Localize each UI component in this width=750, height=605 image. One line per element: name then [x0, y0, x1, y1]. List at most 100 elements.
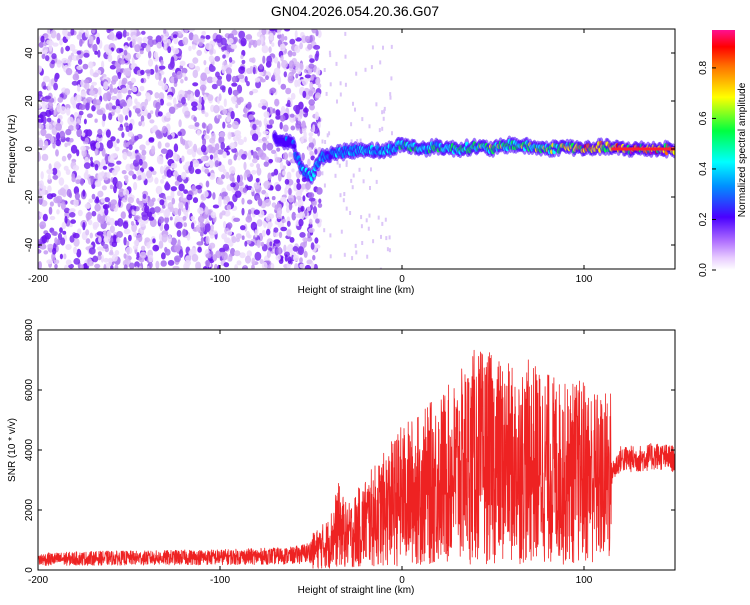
noise-blob — [202, 80, 207, 85]
noise-dash — [349, 211, 352, 215]
noise-blob — [151, 197, 156, 202]
noise-blob — [140, 101, 147, 111]
noise-blob — [141, 161, 148, 170]
noise-blob — [290, 92, 296, 100]
noise-blob — [104, 208, 109, 216]
noise-blob — [205, 180, 210, 188]
noise-blob — [104, 153, 109, 162]
noise-blob — [209, 154, 214, 160]
noise-dash — [361, 117, 364, 122]
noise-blob — [111, 241, 118, 248]
noise-blob — [232, 89, 239, 96]
noise-blob — [267, 221, 273, 228]
noise-blob — [103, 264, 107, 269]
noise-blob — [59, 227, 63, 234]
noise-blob — [235, 237, 240, 243]
noise-blob — [291, 51, 297, 57]
noise-blob — [160, 260, 167, 267]
noise-blob — [280, 83, 287, 90]
noise-blob — [102, 165, 108, 170]
noise-blob — [52, 42, 59, 47]
noise-dash — [361, 241, 364, 245]
noise-blob — [141, 121, 145, 127]
noise-blob — [192, 57, 199, 64]
noise-blob — [47, 243, 54, 248]
noise-blob — [85, 212, 93, 221]
noise-blob — [196, 129, 201, 136]
noise-blob — [134, 98, 138, 105]
noise-blob — [177, 208, 182, 217]
noise-blob — [48, 40, 54, 45]
noise-blob — [163, 77, 167, 84]
noise-blob — [181, 138, 186, 146]
x-tick-label: -100 — [210, 274, 230, 285]
noise-dash — [365, 218, 368, 223]
noise-blob — [173, 170, 179, 177]
noise-blob — [237, 156, 241, 161]
noise-blob — [272, 108, 276, 114]
noise-blob — [121, 131, 125, 138]
noise-blob — [225, 238, 230, 244]
noise-blob — [219, 131, 226, 138]
noise-blob — [118, 48, 124, 53]
noise-blob — [288, 187, 292, 196]
noise-blob — [188, 32, 194, 41]
noise-blob — [80, 178, 84, 186]
noise-blob — [244, 240, 248, 247]
noise-blob — [63, 253, 67, 260]
noise-dash — [381, 110, 384, 115]
noise-blob — [157, 111, 163, 117]
noise-blob — [142, 36, 149, 43]
noise-blob — [79, 264, 84, 269]
colorbar-gradient — [712, 30, 735, 270]
noise-blob — [85, 238, 91, 244]
noise-blob — [201, 122, 206, 129]
noise-blob — [123, 264, 128, 269]
noise-blob — [53, 109, 57, 116]
noise-dash — [383, 109, 386, 114]
noise-blob — [222, 243, 230, 251]
noise-blob — [315, 67, 321, 76]
noise-blob — [237, 74, 245, 80]
noise-blob — [61, 221, 67, 230]
noise-dash — [356, 139, 359, 144]
noise-blob — [164, 216, 170, 224]
noise-blob — [193, 116, 197, 122]
noise-blob — [138, 121, 142, 127]
noise-blob — [85, 229, 90, 236]
noise-blob — [265, 75, 269, 81]
noise-blob — [168, 106, 176, 114]
noise-blob — [113, 234, 117, 244]
noise-blob — [286, 220, 291, 227]
noise-blob — [222, 121, 226, 129]
y-tick-label: 0 — [24, 146, 35, 152]
noise-blob — [154, 64, 159, 74]
noise-blob — [91, 29, 96, 34]
noise-blob — [133, 135, 139, 141]
noise-blob — [269, 36, 274, 41]
noise-blob — [183, 189, 189, 195]
noise-dash — [323, 228, 326, 233]
noise-blob — [71, 176, 76, 183]
y-tick-label: 6000 — [24, 378, 35, 401]
noise-blob — [255, 178, 260, 183]
noise-blob — [145, 44, 151, 53]
noise-blob — [308, 197, 316, 202]
noise-blob — [178, 201, 184, 211]
noise-blob — [161, 233, 168, 243]
noise-blob — [317, 203, 323, 208]
noise-blob — [227, 158, 233, 166]
noise-blob — [105, 49, 113, 56]
noise-blob — [225, 171, 230, 179]
noise-blob — [211, 83, 218, 90]
noise-blob — [170, 237, 177, 246]
noise-blob — [61, 57, 68, 64]
noise-blob — [146, 241, 151, 249]
noise-blob — [299, 257, 303, 263]
noise-blob — [112, 140, 117, 148]
noise-blob — [148, 216, 155, 221]
noise-dash — [344, 31, 347, 36]
noise-blob — [40, 111, 48, 117]
noise-blob — [310, 262, 315, 269]
